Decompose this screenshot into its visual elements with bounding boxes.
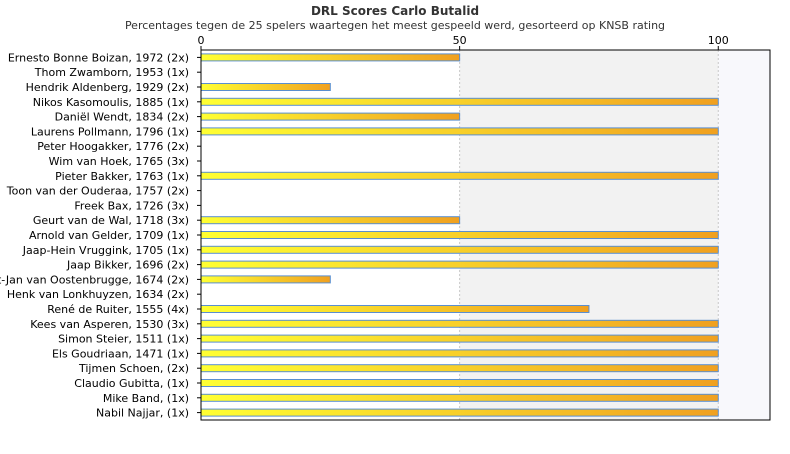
bar [200, 127, 719, 136]
bar [200, 245, 719, 254]
bar [200, 408, 719, 417]
y-tick-label: Pieter Bakker, 1763 (1x) [55, 170, 189, 183]
y-tick-label: Simon Steier, 1511 (1x) [58, 333, 189, 346]
bars [200, 53, 719, 417]
bar [200, 379, 719, 387]
y-tick-label: Tijmen Schoen, (2x) [78, 362, 189, 375]
y-tick-label: Bert-Jan van Oostenbrugge, 1674 (2x) [0, 273, 189, 286]
y-tick-label: Laurens Pollmann, 1796 (1x) [31, 125, 189, 138]
plot-frame [200, 49, 771, 421]
bar [200, 231, 719, 239]
y-axis-labels: Ernesto Bonne Boizan, 1972 (2x) Thom Zwam… [0, 51, 201, 420]
bar [200, 53, 461, 62]
bar [200, 349, 719, 358]
bar [200, 171, 719, 180]
y-tick-label: Arnold van Gelder, 1709 (1x) [29, 229, 189, 242]
y-tick-label: Daniël Wendt, 1834 (2x) [55, 111, 189, 124]
y-tick-label: Freek Bax, 1726 (3x) [74, 199, 189, 212]
y-tick-label: Toon van der Ouderaa, 1757 (2x) [6, 185, 189, 198]
chart-title: DRL Scores Carlo Butalid [311, 4, 479, 18]
chart-subtitle: Percentages tegen de 25 spelers waartege… [125, 19, 665, 32]
y-tick-label: Jaap Bikker, 1696 (2x) [66, 259, 189, 272]
x-tick-label: 100 [708, 34, 729, 47]
bar [200, 275, 331, 284]
y-tick-label: Claudio Gubitta, (1x) [74, 377, 189, 390]
band-100-110 [718, 50, 770, 420]
bar [200, 364, 719, 373]
y-tick-label: Els Goudriaan, 1471 (1x) [52, 347, 189, 360]
y-tick-label: Peter Hoogakker, 1776 (2x) [37, 140, 189, 153]
y-tick-label: Kees van Asperen, 1530 (3x) [30, 318, 189, 331]
bar [200, 334, 719, 343]
y-tick-label: Hendrik Aldenberg, 1929 (2x) [26, 81, 189, 94]
bar [200, 112, 461, 121]
bar [200, 260, 719, 269]
bar [200, 305, 590, 313]
bar [200, 393, 719, 402]
y-tick-label: Ernesto Bonne Boizan, 1972 (2x) [8, 51, 189, 64]
y-tick-label: René de Ruiter, 1555 (4x) [47, 303, 189, 316]
y-tick-label: Henk van Lonkhuyzen, 1634 (2x) [7, 288, 189, 301]
y-tick-label: Thom Zwamborn, 1953 (1x) [34, 66, 189, 79]
y-tick-label: Wim van Hoek, 1765 (3x) [49, 155, 189, 168]
bar [200, 97, 719, 106]
bar [200, 216, 461, 225]
x-tick-label: 0 [198, 34, 205, 47]
y-tick-label: Mike Band, (1x) [103, 392, 189, 405]
bar [200, 83, 331, 91]
bar [200, 319, 719, 328]
y-tick-label: Geurt van de Wal, 1718 (3x) [33, 214, 189, 227]
x-tick-label: 50 [453, 34, 467, 47]
y-tick-label: Nikos Kasomoulis, 1885 (1x) [33, 96, 189, 109]
y-tick-label: Jaap-Hein Vruggink, 1705 (1x) [22, 244, 189, 257]
y-tick-label: Nabil Najjar, (1x) [96, 407, 189, 420]
